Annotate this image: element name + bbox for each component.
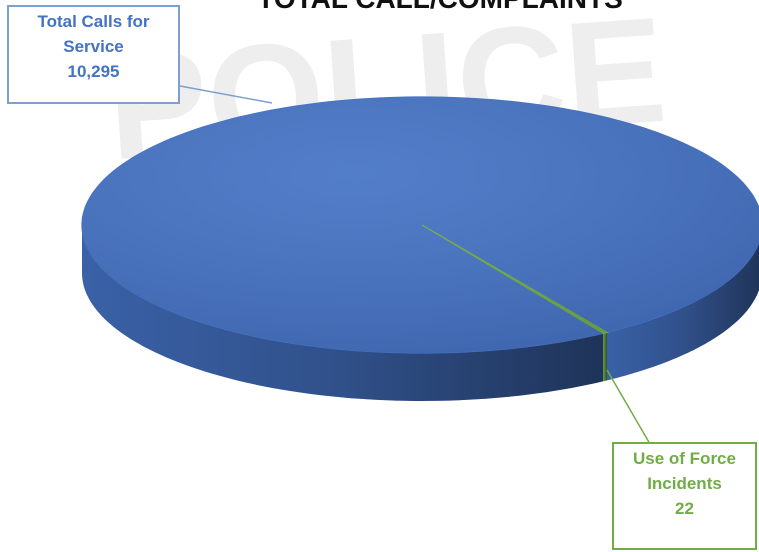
chart-title: TOTAL CALL/COMPLAINTS bbox=[257, 0, 623, 14]
data-label: Total Calls for Service 10,295 bbox=[7, 5, 180, 104]
slice-side-shade bbox=[607, 241, 759, 381]
value-label: 22 bbox=[675, 499, 694, 518]
category-label: Total Calls for Service bbox=[37, 12, 150, 56]
category-label: Use of Force Incidents bbox=[633, 449, 736, 493]
leader-line bbox=[179, 85, 273, 104]
top-shade bbox=[82, 97, 759, 353]
value-label: 10,295 bbox=[67, 62, 120, 81]
slice-side-shade bbox=[603, 332, 607, 382]
slice-side-shade bbox=[82, 225, 604, 401]
leader-line bbox=[606, 369, 651, 445]
pie bbox=[81, 96, 759, 401]
data-label: Use of Force Incidents 22 bbox=[612, 442, 757, 550]
